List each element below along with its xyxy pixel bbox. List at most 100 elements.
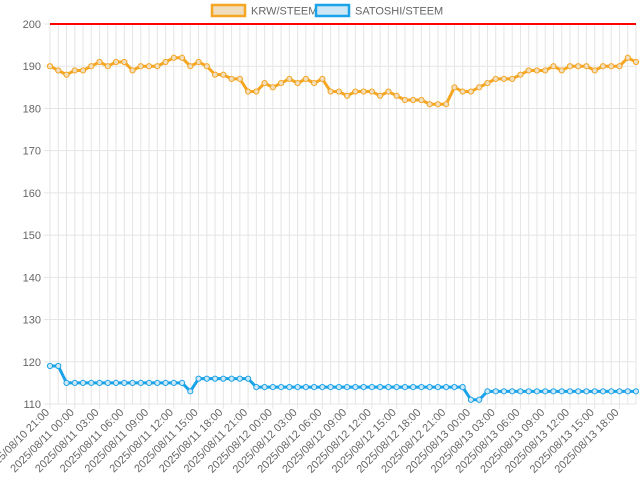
data-point-satoshi-steem: [352, 384, 359, 391]
data-point-satoshi-steem: [385, 384, 392, 391]
data-point-satoshi-steem: [624, 388, 631, 395]
y-tick-label: 200: [23, 19, 41, 31]
data-point-satoshi-steem: [261, 384, 268, 391]
data-point-satoshi-steem: [525, 388, 532, 395]
data-point-krw-steem: [575, 63, 582, 70]
data-point-krw-steem: [583, 63, 590, 70]
data-point-krw-steem: [443, 101, 450, 108]
data-point-satoshi-steem: [368, 384, 375, 391]
y-tick-label: 170: [23, 146, 41, 158]
data-point-krw-steem: [525, 67, 532, 74]
data-point-krw-steem: [624, 54, 631, 61]
data-point-krw-steem: [616, 63, 623, 70]
data-point-krw-steem: [96, 58, 103, 66]
data-point-krw-steem: [203, 63, 210, 70]
data-point-satoshi-steem: [608, 388, 615, 395]
y-tick-label: 190: [23, 61, 41, 73]
data-point-krw-steem: [121, 58, 128, 66]
legend-label: KRW/STEEM: [251, 6, 317, 18]
data-point-satoshi-steem: [46, 362, 54, 370]
data-point-krw-steem: [269, 84, 276, 91]
data-point-satoshi-steem: [104, 379, 111, 386]
data-point-krw-steem: [377, 92, 384, 99]
data-point-satoshi-steem: [269, 384, 276, 391]
data-point-satoshi-steem: [96, 379, 103, 386]
series-layer: [46, 54, 640, 403]
y-tick-label: 150: [23, 230, 41, 242]
data-point-satoshi-steem: [137, 379, 144, 386]
data-point-satoshi-steem: [401, 384, 409, 391]
data-point-krw-steem: [228, 75, 235, 82]
y-tick-label: 110: [23, 399, 41, 411]
data-point-satoshi-steem: [360, 384, 367, 391]
data-point-satoshi-steem: [112, 379, 120, 386]
y-tick-label: 140: [23, 272, 41, 284]
data-point-satoshi-steem: [484, 388, 491, 395]
data-point-satoshi-steem: [63, 379, 70, 386]
data-point-satoshi-steem: [319, 384, 326, 391]
data-point-satoshi-steem: [79, 379, 87, 386]
data-point-krw-steem: [63, 71, 70, 78]
data-point-krw-steem: [129, 67, 136, 74]
data-point-satoshi-steem: [418, 384, 425, 391]
data-point-krw-steem: [550, 63, 557, 70]
data-point-krw-steem: [476, 84, 483, 91]
y-tick-label: 160: [23, 188, 41, 200]
y-tick-label: 120: [23, 357, 41, 369]
data-point-satoshi-steem: [591, 388, 598, 395]
data-point-satoshi-steem: [327, 384, 334, 391]
data-point-satoshi-steem: [294, 384, 301, 391]
y-tick-label: 180: [23, 103, 41, 115]
data-point-satoshi-steem: [121, 379, 128, 386]
data-point-krw-steem: [591, 67, 598, 74]
data-point-krw-steem: [88, 63, 95, 70]
series-satoshi-steem: [46, 362, 640, 403]
legend-item-satoshi-steem[interactable]: SATOSHI/STEEM: [314, 3, 443, 18]
data-point-krw-steem: [484, 80, 491, 87]
data-point-satoshi-steem: [302, 384, 309, 391]
data-point-satoshi-steem: [533, 388, 541, 395]
data-point-satoshi-steem: [162, 379, 169, 386]
data-point-krw-steem: [112, 58, 120, 66]
data-point-krw-steem: [459, 88, 466, 95]
data-point-satoshi-steem: [277, 384, 285, 391]
data-point-krw-steem: [104, 63, 111, 70]
data-point-satoshi-steem: [154, 379, 161, 386]
data-point-krw-steem: [467, 88, 475, 95]
data-point-satoshi-steem: [434, 384, 442, 391]
data-point-satoshi-steem: [88, 379, 95, 386]
data-point-krw-steem: [410, 96, 417, 104]
data-point-krw-steem: [509, 75, 516, 82]
legend-item-krw-steem[interactable]: KRW/STEEM: [210, 3, 317, 18]
data-point-krw-steem: [418, 96, 425, 104]
series-line-krw-steem: [49, 56, 637, 106]
data-point-satoshi-steem: [451, 384, 458, 391]
data-point-krw-steem: [401, 96, 409, 104]
legend-swatch: [210, 3, 247, 18]
legend-swatch: [314, 3, 351, 18]
data-point-krw-steem: [145, 63, 153, 70]
data-point-krw-steem: [319, 75, 326, 82]
data-point-satoshi-steem: [443, 384, 450, 391]
data-point-krw-steem: [517, 71, 524, 78]
data-point-krw-steem: [162, 58, 169, 66]
data-point-satoshi-steem: [170, 379, 177, 386]
data-point-krw-steem: [558, 67, 565, 74]
data-point-krw-steem: [500, 75, 508, 82]
data-point-krw-steem: [344, 92, 351, 99]
data-point-satoshi-steem: [492, 388, 499, 395]
data-point-satoshi-steem: [178, 379, 186, 386]
data-point-krw-steem: [599, 63, 607, 70]
legend[interactable]: KRW/STEEM SATOSHI/STEEM: [210, 3, 443, 18]
data-point-satoshi-steem: [129, 379, 136, 386]
data-point-krw-steem: [327, 88, 334, 95]
data-point-krw-steem: [286, 75, 293, 82]
data-point-satoshi-steem: [55, 362, 62, 370]
data-point-satoshi-steem: [393, 384, 400, 391]
data-point-krw-steem: [385, 88, 392, 95]
data-point-satoshi-steem: [509, 388, 516, 395]
data-point-krw-steem: [195, 58, 202, 66]
data-point-krw-steem: [220, 71, 227, 78]
